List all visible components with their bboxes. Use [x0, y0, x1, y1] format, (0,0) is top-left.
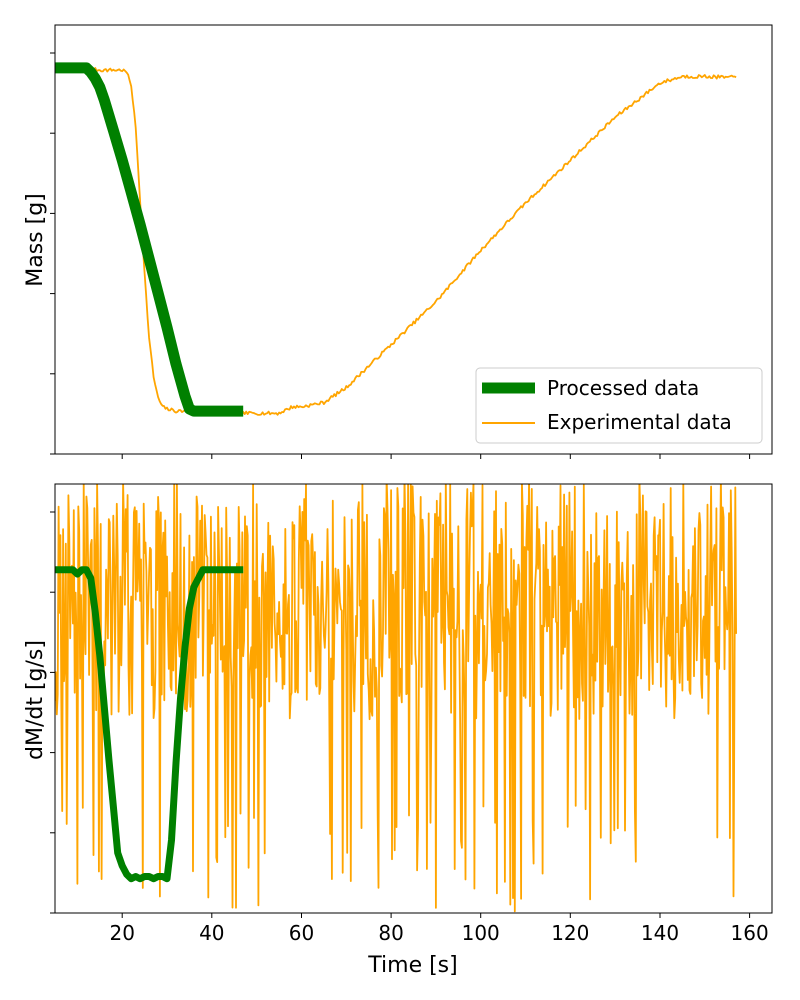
x-tick-label: 100 [462, 921, 500, 945]
rate-series-group [55, 484, 737, 913]
mass-x-ticks [121, 454, 751, 459]
time-x-axis-label: Time [s] [367, 953, 457, 978]
x-tick-label: 40 [199, 921, 224, 945]
experimental-rate-line [55, 484, 737, 913]
x-tick-label: 160 [731, 921, 769, 945]
x-tick-label: 120 [551, 921, 589, 945]
x-tick-label: 60 [289, 921, 314, 945]
rate-panel: 20 40 60 80 100 120 140 160 dM/dt [g/s] Time [s… [23, 483, 773, 978]
rate-y-axis-label: dM/dt [g/s] [23, 640, 48, 760]
x-tick-label: 140 [641, 921, 679, 945]
legend-box [475, 367, 763, 444]
mass-axes-frame [54, 24, 773, 455]
processed-mass-line [55, 62, 245, 417]
x-tick-label: 80 [378, 921, 403, 945]
rate-x-ticks: 20 40 60 80 100 120 140 160 [109, 913, 769, 945]
legend-label-processed: Processed data [547, 376, 699, 400]
mass-y-axis-label: Mass [g] [23, 193, 48, 287]
experimental-mass-line [55, 66, 737, 416]
rate-axes-frame [54, 483, 773, 914]
x-tick-label: 20 [109, 921, 134, 945]
processed-rate-line [55, 566, 244, 883]
rate-y-ticks [50, 511, 55, 914]
mass-y-ticks [50, 52, 55, 455]
legend-label-experimental: Experimental data [547, 410, 732, 434]
mass-panel: Mass [g] Processed data Experimental dat… [23, 24, 773, 459]
mass-series-group [55, 62, 737, 417]
legend: Processed data Experimental data [475, 367, 763, 444]
